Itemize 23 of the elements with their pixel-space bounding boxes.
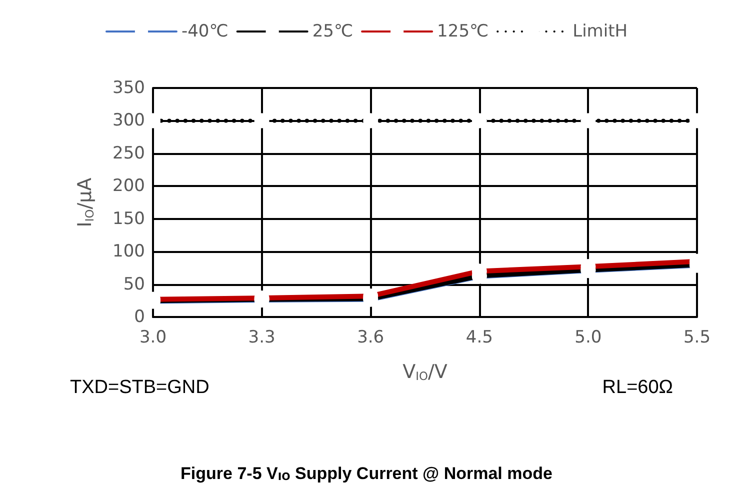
x-tick-label: 3.0 — [139, 328, 167, 348]
y-tick-label: 250 — [112, 143, 145, 164]
y-tick-label: 350 — [112, 78, 145, 98]
y-axis-title: IIO/μA — [74, 178, 96, 228]
y-tick-label: 100 — [112, 242, 145, 262]
y-tick-label: 50 — [123, 274, 145, 294]
legend-label: 125℃ — [437, 22, 489, 42]
legend-label: -40℃ — [181, 22, 228, 42]
y-tick-label: 150 — [112, 208, 145, 229]
x-tick-label: 3.3 — [248, 328, 276, 348]
x-tick-label: 5.0 — [574, 328, 602, 348]
y-tick-label: 300 — [112, 110, 145, 131]
legend-label: LimitH — [572, 22, 628, 42]
text: Figure 7-5 VIO Supply Current @ Normal mode — [180, 464, 552, 483]
text: RL=60Ω — [602, 377, 674, 398]
x-tick-label: 3.6 — [357, 328, 384, 348]
y-tick-label: 200 — [112, 176, 145, 196]
x-axis-title: VIO/V — [402, 360, 448, 384]
text: TXD=STB=GND — [70, 377, 210, 398]
legend-label: 25℃ — [312, 22, 354, 42]
y-tick-label: 0 — [134, 307, 145, 327]
x-tick-label: 5.5 — [683, 328, 711, 348]
x-tick-label: 4.5 — [466, 328, 493, 348]
